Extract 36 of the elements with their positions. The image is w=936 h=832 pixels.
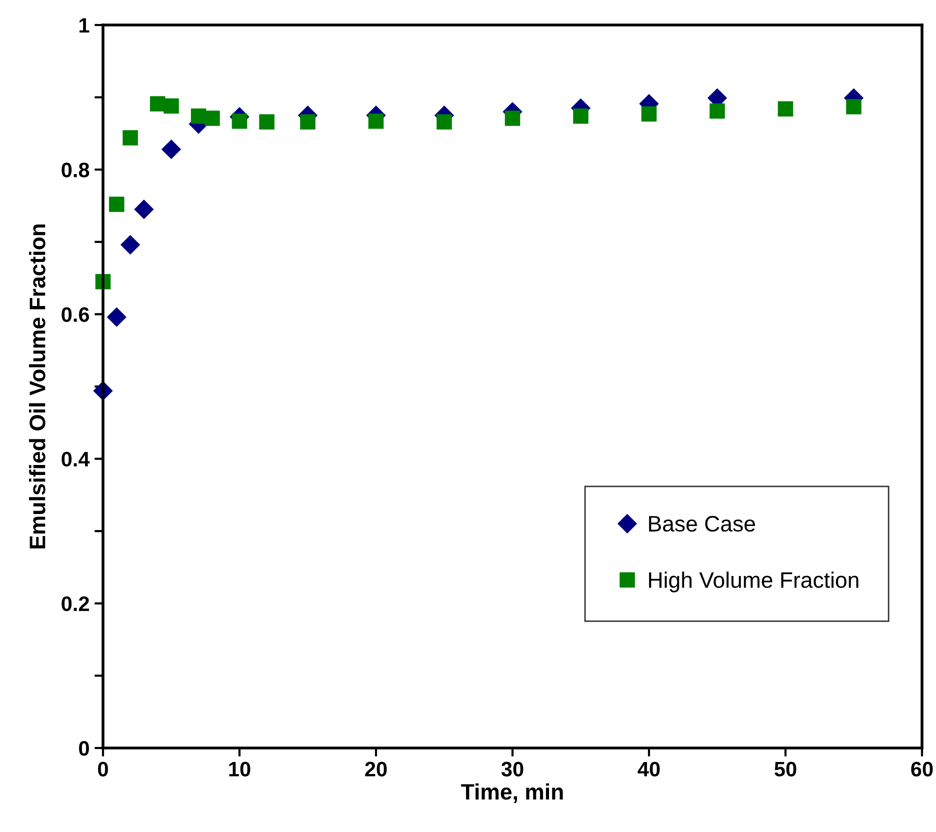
x-tick-label: 50	[774, 762, 796, 776]
y-tick-label: 0.8	[62, 162, 90, 178]
legend-label: High Volume Fraction	[649, 572, 858, 592]
x-tick-label: 40	[638, 762, 660, 776]
point	[573, 108, 588, 124]
legend-label: Base Case	[649, 516, 755, 532]
point	[846, 99, 862, 114]
point	[778, 101, 794, 117]
x-tick-label: 30	[501, 762, 524, 777]
x-axis-title: Time, min	[461, 783, 563, 803]
point	[259, 114, 274, 130]
x-tick-label: 0	[98, 762, 108, 776]
y-tick-label: 0.6	[62, 307, 90, 322]
point	[232, 114, 248, 129]
point	[504, 110, 520, 126]
point	[164, 98, 179, 114]
point	[710, 103, 725, 119]
point	[300, 114, 316, 130]
point	[134, 200, 154, 220]
point	[109, 196, 124, 212]
point	[122, 130, 138, 146]
y-axis-title: Emulsified Oil Volume Fraction	[29, 224, 46, 548]
point	[106, 307, 126, 327]
point	[204, 110, 220, 126]
x-tick-label: 10	[229, 762, 250, 776]
x-tick-label: 60	[911, 762, 933, 776]
point	[436, 114, 452, 130]
y-tick-label: 0.2	[62, 596, 89, 612]
point	[161, 140, 182, 160]
x-tick-label: 20	[365, 762, 387, 776]
point	[368, 114, 384, 129]
y-tick-label: 0.4	[62, 452, 90, 467]
y-tick-label: 0	[79, 741, 89, 756]
y-tick-label: 1	[80, 18, 90, 33]
point	[641, 106, 657, 122]
point	[120, 234, 140, 255]
